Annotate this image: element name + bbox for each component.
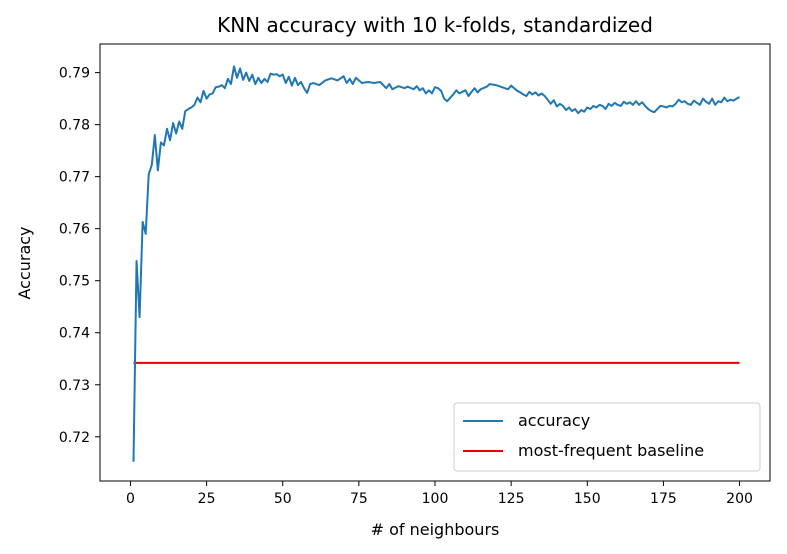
legend-label-most-frequent-baseline: most-frequent baseline (518, 441, 704, 460)
x-tick-label: 25 (198, 491, 216, 507)
chart-title: KNN accuracy with 10 k-folds, standardiz… (217, 13, 653, 37)
y-tick-label: 0.73 (59, 378, 90, 394)
series-line-accuracy (132, 65, 741, 462)
legend-box (453, 402, 761, 472)
y-tick-label: 0.72 (59, 430, 90, 446)
legend: accuracy most-frequent baseline (453, 402, 761, 472)
legend-label-accuracy: accuracy (518, 411, 590, 430)
y-tick-label: 0.78 (59, 118, 90, 134)
y-tick-label: 0.76 (59, 222, 90, 238)
x-tick-label: 200 (726, 491, 753, 507)
y-tick-label: 0.77 (59, 170, 90, 186)
y-axis-label: Accuracy (15, 226, 34, 299)
x-tick-label: 175 (650, 491, 677, 507)
y-tick-label: 0.79 (59, 66, 90, 82)
x-tick-label: 100 (422, 491, 449, 507)
plot-area: 0 25 50 75 100 125 150 175 200 0.72 0.73 0.74 0.75 0.… (59, 43, 771, 507)
x-axis-label: # of neighbours (371, 520, 500, 539)
x-tick-label: 0 (126, 491, 135, 507)
x-tick-label: 50 (274, 491, 292, 507)
x-tick-label: 75 (350, 491, 368, 507)
x-tick-label: 150 (574, 491, 601, 507)
x-tick-label: 125 (498, 491, 525, 507)
y-tick-label: 0.75 (59, 274, 90, 290)
y-tick-label: 0.74 (59, 326, 90, 342)
